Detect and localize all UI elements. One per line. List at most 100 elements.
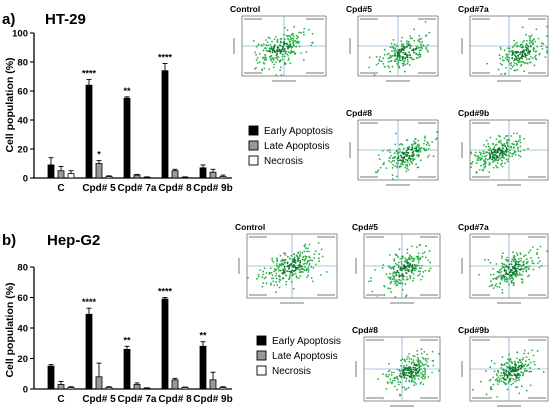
quadrant-label-q3	[472, 72, 490, 74]
flow-plot-ht29-cpd5: Cpd#5	[346, 4, 439, 82]
significance-marker: **	[199, 331, 207, 341]
x-tick-label: Cpd# 9b	[193, 394, 232, 405]
y-tick-label: 20	[17, 145, 28, 156]
flow-plot-title: Control	[235, 222, 265, 232]
x-axis-caption	[497, 302, 521, 304]
bar-necrosis	[219, 176, 227, 179]
flow-plot-hepg2-cpd5: Cpd#5	[352, 222, 441, 304]
panel-label: a)	[2, 11, 15, 28]
x-tick-label: Cpd# 9b	[193, 183, 232, 194]
quadrant-label-q2	[528, 122, 546, 124]
x-axis-caption	[390, 302, 414, 304]
quadrant-label-q1	[472, 18, 490, 20]
quadrant-label-q1	[249, 236, 267, 238]
bar-early-apoptosis	[161, 298, 169, 390]
quadrant-label-q4	[418, 72, 436, 74]
bar-early-apoptosis	[85, 313, 93, 390]
flow-plot-hepg2-control: Control	[235, 222, 338, 304]
quadrant-label-q4	[528, 294, 546, 296]
chart-title: HT-29	[45, 11, 86, 28]
quadrant-label-q3	[472, 294, 490, 296]
y-axis-caption	[461, 38, 463, 54]
scatter-cloud	[253, 25, 314, 76]
quadrant-label-q2	[528, 339, 546, 341]
bar-necrosis	[67, 173, 75, 179]
bar-late-apoptosis	[57, 170, 65, 179]
flow-plot-title: Cpd#8	[352, 325, 378, 335]
bar-late-apoptosis	[171, 170, 179, 179]
quadrant-label-q4	[528, 397, 546, 399]
bar-late-apoptosis	[209, 379, 217, 390]
quadrant-label-q4	[528, 72, 546, 74]
flow-plot-ht29-cpd7a: Cpd#7a	[458, 4, 549, 82]
bar-necrosis	[105, 387, 113, 390]
x-axis-caption	[280, 302, 304, 304]
x-axis-caption	[497, 184, 521, 186]
y-axis-caption	[461, 361, 463, 377]
quadrant-label-q4	[317, 294, 335, 296]
quadrant-label-q1	[360, 122, 378, 124]
quadrant-label-q2	[306, 18, 324, 20]
legend-label: Early Apoptosis	[272, 336, 341, 347]
quadrant-label-q1	[366, 236, 384, 238]
quadrant-label-q3	[244, 72, 262, 74]
bar-necrosis	[219, 387, 227, 390]
quadrant-label-q2	[528, 18, 546, 20]
flow-plot-hepg2-cpd8: Cpd#8	[352, 325, 441, 407]
x-axis-caption	[497, 405, 521, 407]
quadrant-label-q3	[366, 397, 384, 399]
flow-plot-title: Cpd#7a	[458, 222, 489, 232]
significance-marker: **	[123, 335, 131, 345]
x-tick-label: Cpd# 5	[82, 183, 116, 194]
quadrant-label-q3	[360, 72, 378, 74]
quadrant-label-q1	[360, 18, 378, 20]
y-axis-caption	[355, 361, 357, 377]
scatter-cloud	[368, 21, 431, 76]
quadrant-label-q2	[317, 236, 335, 238]
x-tick-label: Cpd# 8	[158, 183, 192, 194]
y-tick-label: 100	[12, 29, 28, 40]
legend-swatch	[256, 365, 267, 376]
quadrant-label-q4	[528, 176, 546, 178]
flow-plot-title: Cpd#7a	[458, 4, 489, 14]
flow-plot-ht29-control: Control	[230, 4, 327, 82]
y-axis-label: Cell population (%)	[4, 57, 16, 152]
bar-early-apoptosis	[123, 97, 131, 179]
scatter-cloud	[247, 242, 328, 294]
y-axis-caption	[349, 38, 351, 54]
quadrant-label-q2	[420, 339, 438, 341]
bar-early-apoptosis	[199, 345, 207, 390]
significance-marker: ****	[158, 287, 173, 297]
quadrant-label-q4	[420, 397, 438, 399]
y-tick-label: 40	[17, 324, 28, 335]
legend: Early Apoptosis Late Apoptosis Necrosis	[248, 125, 333, 167]
quadrant-label-q1	[472, 122, 490, 124]
bar-early-apoptosis	[123, 348, 131, 390]
flow-plot-hepg2-cpd9b: Cpd#9b	[458, 325, 549, 407]
x-tick-label: C	[57, 394, 64, 405]
quadrant-label-q1	[472, 236, 490, 238]
y-tick-label: 80	[17, 58, 28, 69]
significance-marker: **	[123, 86, 131, 96]
flow-plot-title: Cpd#5	[346, 4, 372, 14]
legend-swatch	[256, 350, 267, 361]
scatter-cloud	[486, 25, 548, 75]
x-axis-caption	[272, 80, 296, 82]
x-tick-label: C	[57, 183, 64, 194]
quadrant-label-q2	[528, 236, 546, 238]
y-axis-caption	[461, 258, 463, 274]
bar-late-apoptosis	[209, 171, 217, 179]
y-tick-label: 60	[17, 87, 28, 98]
quadrant-label-q1	[472, 339, 490, 341]
quadrant-label-q4	[418, 176, 436, 178]
y-tick-label: 0	[23, 385, 28, 396]
y-axis-caption	[238, 258, 240, 274]
x-tick-label: Cpd# 7a	[118, 394, 157, 405]
bar-necrosis	[105, 176, 113, 179]
quadrant-label-q2	[418, 122, 436, 124]
quadrant-label-q3	[472, 397, 490, 399]
y-tick-label: 20	[17, 354, 28, 365]
scatter-cloud	[374, 131, 438, 180]
flow-plot-title: Cpd#9b	[458, 325, 489, 335]
bar-necrosis	[181, 387, 189, 390]
